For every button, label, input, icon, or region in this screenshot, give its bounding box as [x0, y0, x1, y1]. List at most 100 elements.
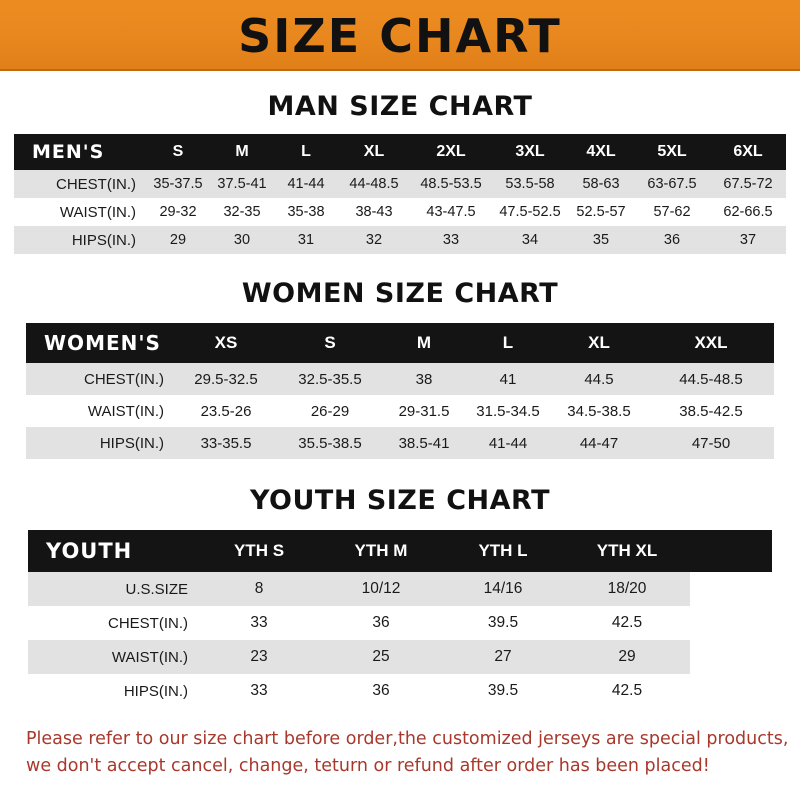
- women-cell: 29.5-32.5: [174, 363, 278, 395]
- youth-row-label: WAIST(IN.): [28, 640, 198, 674]
- women-cell: 38.5-41: [382, 427, 466, 459]
- youth-column-header: YTH S: [233, 541, 285, 560]
- table-row: CHEST(IN.) 35-37.5 37.5-41 41-44 44-48.5 48.5…: [14, 170, 786, 198]
- women-column-header: L: [502, 333, 514, 352]
- man-cell: 32: [338, 226, 410, 254]
- women-cell: 38.5-42.5: [648, 395, 774, 427]
- youth-cell: 42.5: [564, 674, 690, 708]
- women-cell: 23.5-26: [174, 395, 278, 427]
- man-cell: 58-63: [568, 170, 634, 198]
- man-row-label: WAIST(IN.): [14, 198, 146, 226]
- notice-line-1: Please refer to our size chart before or…: [26, 729, 789, 749]
- women-cell: 32.5-35.5: [278, 363, 382, 395]
- man-cell: 30: [210, 226, 274, 254]
- women-table-body: WOMEN'S XS S M L XL XXL CHEST(IN.) 29.5-32.5 32.5…: [26, 323, 774, 459]
- man-cell: 31: [274, 226, 338, 254]
- women-cell: 34.5-38.5: [550, 395, 648, 427]
- youth-cell: 27: [442, 640, 564, 674]
- youth-header-label: YOUTH: [46, 539, 133, 563]
- table-row: HIPS(IN.) 29 30 31 32 33 34 35 36 37: [14, 226, 786, 254]
- man-cell: 35-38: [274, 198, 338, 226]
- man-cell: 37: [710, 226, 786, 254]
- youth-cell-empty: [690, 606, 772, 640]
- youth-column-header: YTH L: [478, 541, 528, 560]
- women-cell: 38: [382, 363, 466, 395]
- youth-cell: 25: [320, 640, 442, 674]
- man-cell: 53.5-58: [492, 170, 568, 198]
- man-cell: 33: [410, 226, 492, 254]
- section-title-women: WOMEN SIZE CHART: [241, 278, 559, 309]
- man-column-header: 2XL: [436, 143, 466, 160]
- man-cell: 34: [492, 226, 568, 254]
- man-cell: 35: [568, 226, 634, 254]
- man-cell: 67.5-72: [710, 170, 786, 198]
- order-notice: Please refer to our size chart before or…: [0, 726, 800, 780]
- women-cell: 29-31.5: [382, 395, 466, 427]
- youth-cell: 14/16: [442, 572, 564, 606]
- women-cell: 35.5-38.5: [278, 427, 382, 459]
- man-column-header: 4XL: [586, 143, 616, 160]
- man-cell: 47.5-52.5: [492, 198, 568, 226]
- man-cell: 29-32: [146, 198, 210, 226]
- women-cell: 33-35.5: [174, 427, 278, 459]
- women-cell: 47-50: [648, 427, 774, 459]
- youth-cell: 33: [198, 606, 320, 640]
- women-cell: 44.5: [550, 363, 648, 395]
- youth-cell: 18/20: [564, 572, 690, 606]
- women-size-table: WOMEN'S XS S M L XL XXL CHEST(IN.) 29.5-32.5 32.5…: [26, 323, 774, 459]
- man-header-label: MEN'S: [32, 141, 105, 163]
- youth-header-row: YOUTH YTH S YTH M YTH L YTH XL: [28, 530, 772, 572]
- youth-column-header: YTH XL: [596, 541, 658, 560]
- women-cell: 31.5-34.5: [466, 395, 550, 427]
- man-cell: 52.5-57: [568, 198, 634, 226]
- man-column-header: L: [301, 143, 311, 160]
- youth-cell: 8: [198, 572, 320, 606]
- women-row-label: CHEST(IN.): [26, 363, 174, 395]
- man-column-header: XL: [363, 143, 385, 160]
- man-column-header: S: [172, 143, 184, 160]
- youth-chart-wrapper: YOUTH YTH S YTH M YTH L YTH XL U.S.SIZE 8 10/12…: [0, 530, 800, 708]
- youth-cell-empty: [690, 572, 772, 606]
- youth-size-table: YOUTH YTH S YTH M YTH L YTH XL U.S.SIZE 8 10/12…: [28, 530, 772, 708]
- women-column-header: M: [416, 333, 432, 352]
- women-column-header: XS: [214, 333, 238, 352]
- youth-cell: 39.5: [442, 674, 564, 708]
- women-column-header: XL: [588, 333, 610, 352]
- man-cell: 63-67.5: [634, 170, 710, 198]
- man-header-row: MEN'S S M L XL 2XL 3XL 4XL 5XL 6XL: [14, 134, 786, 170]
- table-row: CHEST(IN.) 29.5-32.5 32.5-35.5 38 41 44.5 44.5…: [26, 363, 774, 395]
- women-header-label: WOMEN'S: [44, 331, 161, 355]
- man-cell: 37.5-41: [210, 170, 274, 198]
- women-header-row: WOMEN'S XS S M L XL XXL: [26, 323, 774, 363]
- women-cell: 44.5-48.5: [648, 363, 774, 395]
- man-size-table: MEN'S S M L XL 2XL 3XL 4XL 5XL 6XL CHEST(IN.) 35-37…: [14, 134, 786, 254]
- table-row: HIPS(IN.) 33 36 39.5 42.5: [28, 674, 772, 708]
- youth-table-body: YOUTH YTH S YTH M YTH L YTH XL U.S.SIZE 8 10/12…: [28, 530, 772, 708]
- man-column-header: 6XL: [733, 143, 763, 160]
- man-column-header: 5XL: [657, 143, 687, 160]
- section-title-youth: YOUTH SIZE CHART: [249, 485, 551, 516]
- table-row: U.S.SIZE 8 10/12 14/16 18/20: [28, 572, 772, 606]
- women-cell: 41: [466, 363, 550, 395]
- women-cell: 41-44: [466, 427, 550, 459]
- man-cell: 62-66.5: [710, 198, 786, 226]
- women-cell: 44-47: [550, 427, 648, 459]
- youth-cell: 36: [320, 674, 442, 708]
- man-column-header: 3XL: [515, 143, 545, 160]
- youth-cell: 39.5: [442, 606, 564, 640]
- man-column-header: M: [235, 143, 249, 160]
- table-row: WAIST(IN.) 29-32 32-35 35-38 38-43 43-47.5 47.…: [14, 198, 786, 226]
- youth-cell: 10/12: [320, 572, 442, 606]
- man-cell: 36: [634, 226, 710, 254]
- youth-cell-empty: [690, 640, 772, 674]
- man-cell: 38-43: [338, 198, 410, 226]
- youth-column-header: YTH M: [354, 541, 408, 560]
- women-column-header: XXL: [694, 333, 728, 352]
- man-cell: 35-37.5: [146, 170, 210, 198]
- youth-cell: 36: [320, 606, 442, 640]
- women-column-header: S: [324, 333, 336, 352]
- man-cell: 48.5-53.5: [410, 170, 492, 198]
- youth-cell: 33: [198, 674, 320, 708]
- youth-cell-empty: [690, 674, 772, 708]
- man-cell: 44-48.5: [338, 170, 410, 198]
